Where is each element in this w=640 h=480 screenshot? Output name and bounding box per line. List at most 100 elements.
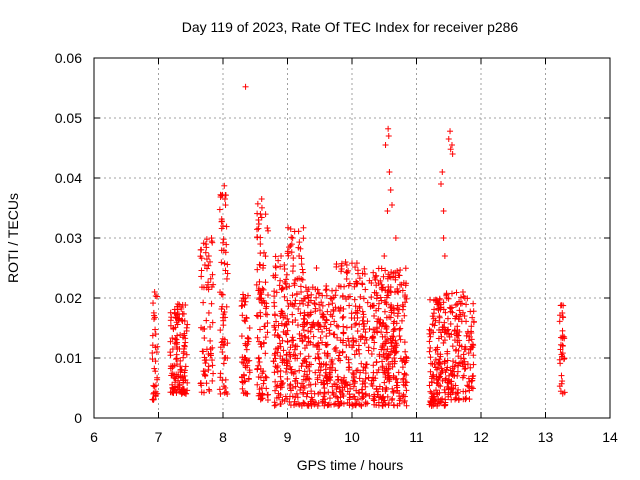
data-point <box>326 395 333 402</box>
data-point <box>355 342 362 349</box>
data-point <box>152 326 159 333</box>
data-point <box>381 308 388 315</box>
data-point <box>279 285 286 292</box>
data-point <box>337 394 344 401</box>
data-point <box>260 286 267 293</box>
data-point <box>330 308 337 315</box>
data-point <box>254 200 261 207</box>
data-point <box>219 291 226 298</box>
data-point <box>304 311 311 318</box>
data-point <box>375 388 382 395</box>
data-point <box>360 295 367 302</box>
data-point <box>218 259 225 266</box>
data-point <box>429 313 436 320</box>
data-point <box>364 400 371 407</box>
data-point <box>343 379 350 386</box>
data-point <box>260 380 267 387</box>
data-point <box>201 335 208 342</box>
data-point <box>357 369 364 376</box>
data-point <box>254 234 261 241</box>
data-point <box>287 385 294 392</box>
data-point <box>284 248 291 255</box>
data-point <box>154 390 161 397</box>
data-point <box>220 236 227 243</box>
data-point <box>257 295 264 302</box>
data-point <box>316 307 323 314</box>
data-point <box>224 340 231 347</box>
y-tick-label: 0.03 <box>55 230 82 246</box>
data-point <box>358 360 365 367</box>
data-point <box>359 281 366 288</box>
y-tick-labels: 0 0.01 0.02 0.03 0.04 0.05 0.06 <box>55 50 82 426</box>
data-point <box>218 306 225 313</box>
data-point <box>426 326 433 333</box>
data-point <box>401 339 408 346</box>
data-point <box>255 362 262 369</box>
data-point <box>282 369 289 376</box>
data-point <box>150 389 157 396</box>
data-point <box>285 224 292 231</box>
data-point <box>280 347 287 354</box>
data-point <box>300 269 307 276</box>
data-point <box>263 374 270 381</box>
data-point <box>265 292 272 299</box>
data-point <box>271 293 278 300</box>
data-point <box>293 375 300 382</box>
data-point <box>154 343 161 350</box>
data-point <box>346 302 353 309</box>
data-point <box>396 397 403 404</box>
data-point <box>345 282 352 289</box>
data-point <box>271 350 278 357</box>
data-point <box>292 276 299 283</box>
data-point <box>435 335 442 342</box>
data-point <box>296 253 303 259</box>
data-point <box>255 355 262 362</box>
data-point <box>456 307 463 314</box>
data-point <box>373 325 380 332</box>
data-point <box>560 314 567 321</box>
data-point <box>403 402 410 409</box>
data-point <box>386 169 393 175</box>
data-point <box>438 181 445 187</box>
data-point <box>342 259 349 265</box>
y-axis-title: ROTI / TECUs <box>5 193 21 283</box>
data-point <box>368 294 375 301</box>
data-point <box>457 311 464 318</box>
data-point <box>441 253 448 259</box>
data-point <box>469 314 476 321</box>
data-point <box>285 303 292 310</box>
data-point <box>382 299 389 306</box>
data-point <box>286 398 293 405</box>
data-point <box>389 395 396 402</box>
data-point <box>360 326 367 333</box>
data-point <box>273 289 280 296</box>
data-point <box>468 323 475 330</box>
data-point <box>317 323 324 330</box>
data-point <box>205 253 212 259</box>
data-point <box>287 344 294 351</box>
data-point <box>464 382 471 389</box>
data-point <box>377 294 384 301</box>
data-point <box>356 350 363 357</box>
data-point <box>217 194 224 201</box>
data-point <box>240 371 247 378</box>
data-point <box>171 362 178 369</box>
data-point <box>372 273 379 280</box>
data-point <box>345 335 352 342</box>
data-point <box>459 360 466 367</box>
data-point <box>256 261 263 268</box>
data-point <box>291 280 298 287</box>
data-point <box>286 244 293 251</box>
data-point <box>202 249 209 256</box>
data-point <box>362 399 369 406</box>
data-point <box>349 369 356 376</box>
data-point <box>308 388 315 395</box>
data-point <box>378 329 385 336</box>
data-point <box>182 376 189 383</box>
data-point <box>469 385 476 392</box>
data-point <box>336 349 343 356</box>
data-point <box>344 399 351 406</box>
data-point <box>387 335 394 342</box>
data-point <box>167 309 174 316</box>
data-point <box>384 354 391 361</box>
